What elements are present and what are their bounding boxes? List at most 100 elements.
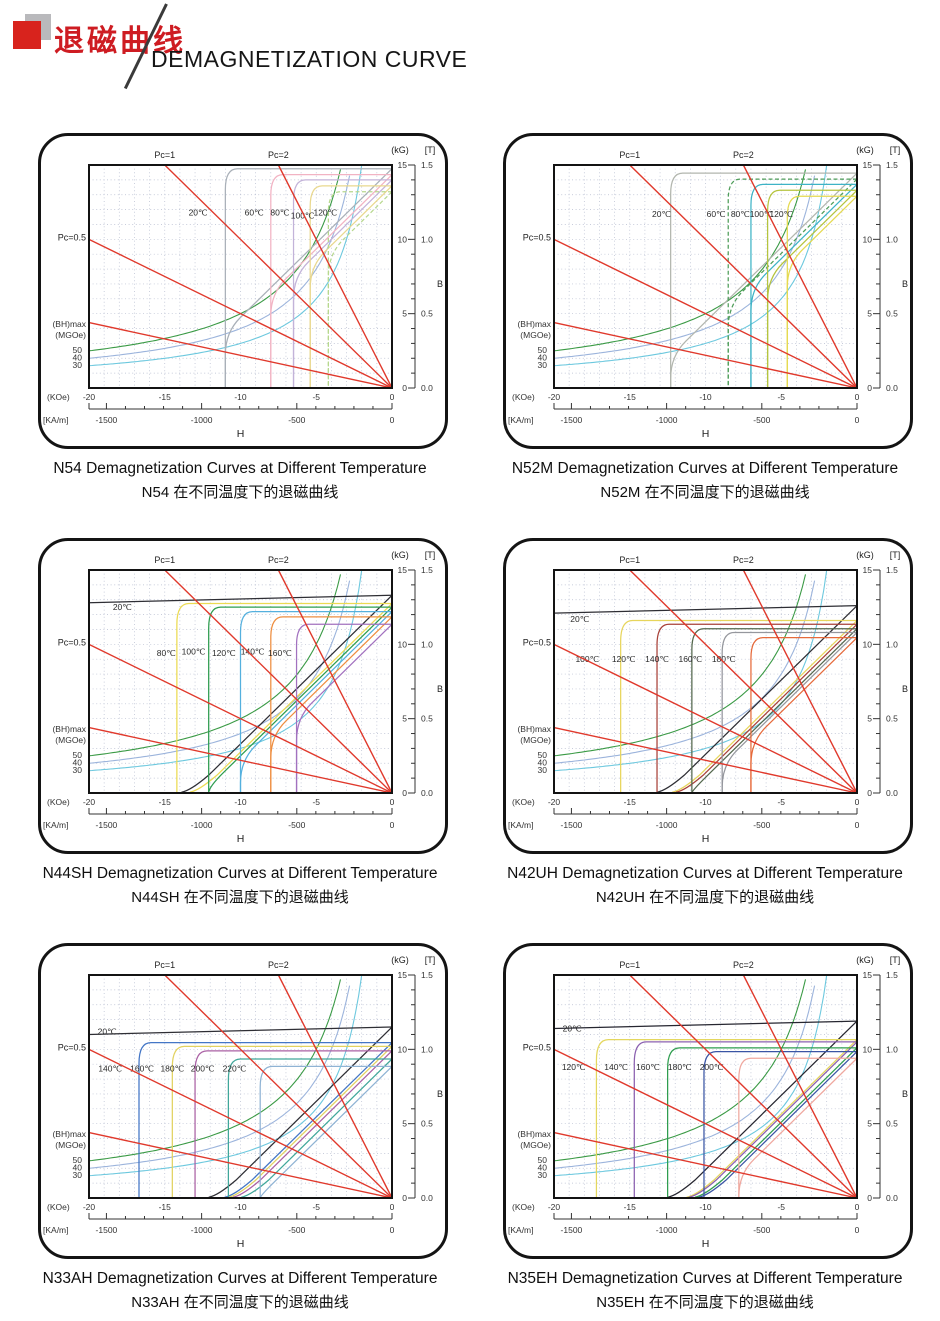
svg-text:Pc=1: Pc=1	[154, 555, 175, 565]
svg-text:[KA/m]: [KA/m]	[508, 820, 534, 830]
svg-text:0: 0	[855, 820, 860, 830]
svg-text:-500: -500	[288, 820, 305, 830]
svg-text:5: 5	[402, 714, 407, 724]
svg-text:-10: -10	[234, 392, 247, 402]
chart-panel-n35eh: 20℃ 120℃ 140℃ 160℃ 180℃ 200℃ Pc=1 Pc=2 Pc=0.5 (BH…	[503, 943, 913, 1259]
logo-mark	[13, 21, 41, 49]
svg-text:60℃: 60℃	[707, 209, 726, 219]
svg-text:30: 30	[538, 1170, 548, 1180]
svg-text:(KOe): (KOe)	[47, 797, 70, 807]
svg-text:[KA/m]: [KA/m]	[43, 820, 69, 830]
svg-text:-5: -5	[777, 797, 785, 807]
svg-text:40: 40	[73, 353, 83, 363]
svg-text:180℃: 180℃	[160, 1064, 184, 1074]
svg-text:Pc=1: Pc=1	[619, 555, 640, 565]
svg-text:[T]: [T]	[890, 145, 901, 155]
caption-zh: N44SH 在不同温度下的退磁曲线	[131, 889, 349, 906]
svg-text:0: 0	[390, 797, 395, 807]
chart-panel-n33ah: 20℃ 140℃ 160℃ 180℃ 200℃ 220℃ Pc=1 Pc=2 Pc=0.5 (BH…	[38, 943, 448, 1259]
svg-text:-20: -20	[83, 1202, 96, 1212]
svg-text:-20: -20	[548, 797, 561, 807]
svg-text:100℃: 100℃	[750, 209, 774, 219]
chart-panel-n52m: 20℃ 60℃ 80℃ 100℃ 120℃ Pc=1 Pc=2 Pc=0.5 (BH)max (M…	[503, 133, 913, 449]
svg-text:0.5: 0.5	[421, 1119, 433, 1129]
svg-text:1.5: 1.5	[886, 970, 898, 980]
caption-en: N44SH Demagnetization Curves at Differen…	[42, 865, 438, 882]
svg-text:5: 5	[402, 309, 407, 319]
caption-en: N35EH Demagnetization Curves at Differen…	[507, 1270, 903, 1287]
svg-text:[KA/m]: [KA/m]	[43, 415, 69, 425]
svg-text:(MGOe): (MGOe)	[55, 735, 86, 745]
svg-text:0.0: 0.0	[421, 383, 433, 393]
svg-text:30: 30	[73, 765, 83, 775]
svg-text:(BH)max: (BH)max	[52, 724, 86, 734]
svg-text:-5: -5	[312, 1202, 320, 1212]
svg-text:1.5: 1.5	[421, 565, 433, 575]
svg-text:-1000: -1000	[656, 415, 678, 425]
svg-text:(MGOe): (MGOe)	[520, 330, 551, 340]
svg-text:H: H	[702, 428, 710, 440]
svg-text:-1500: -1500	[561, 820, 583, 830]
svg-text:B: B	[437, 684, 443, 694]
svg-text:[T]: [T]	[425, 550, 436, 560]
svg-text:(kG): (kG)	[856, 145, 874, 155]
svg-text:-500: -500	[288, 415, 305, 425]
svg-text:Pc=0.5: Pc=0.5	[523, 637, 551, 647]
svg-text:-1000: -1000	[191, 415, 213, 425]
svg-text:-5: -5	[777, 1202, 785, 1212]
svg-text:H: H	[702, 833, 710, 845]
svg-text:-15: -15	[159, 797, 172, 807]
svg-text:[T]: [T]	[425, 145, 436, 155]
svg-text:1.5: 1.5	[421, 970, 433, 980]
chart-panel-n44sh: 20℃ 80℃ 100℃ 120℃ 140℃ 160℃ Pc=1 Pc=2 Pc=0.5 (BH)…	[38, 538, 448, 854]
svg-text:-1000: -1000	[656, 820, 678, 830]
svg-text:-5: -5	[312, 392, 320, 402]
svg-text:-20: -20	[83, 392, 96, 402]
svg-text:120℃: 120℃	[769, 209, 793, 219]
svg-text:[T]: [T]	[890, 955, 901, 965]
svg-text:20℃: 20℃	[189, 208, 208, 218]
svg-text:0: 0	[855, 1202, 860, 1212]
svg-text:[KA/m]: [KA/m]	[43, 1225, 69, 1235]
svg-text:Pc=2: Pc=2	[733, 555, 754, 565]
svg-text:20℃: 20℃	[570, 614, 589, 624]
svg-text:0: 0	[402, 788, 407, 798]
svg-text:15: 15	[863, 565, 873, 575]
svg-text:-1000: -1000	[191, 1225, 213, 1235]
svg-text:1.5: 1.5	[421, 160, 433, 170]
svg-text:50: 50	[538, 1155, 548, 1165]
svg-text:Pc=0.5: Pc=0.5	[58, 232, 86, 242]
svg-text:0: 0	[855, 392, 860, 402]
svg-text:-15: -15	[624, 1202, 637, 1212]
page-title-en: DEMAGNETIZATION CURVE	[151, 46, 468, 72]
svg-text:30: 30	[73, 1170, 83, 1180]
svg-text:-10: -10	[234, 1202, 247, 1212]
svg-text:-500: -500	[753, 1225, 770, 1235]
svg-text:H: H	[237, 428, 245, 440]
svg-text:40: 40	[73, 758, 83, 768]
svg-text:0: 0	[402, 1193, 407, 1203]
svg-text:0.0: 0.0	[421, 788, 433, 798]
svg-text:B: B	[902, 1089, 908, 1099]
svg-text:[T]: [T]	[890, 550, 901, 560]
svg-text:120℃: 120℃	[562, 1062, 586, 1072]
caption-en: N52M Demagnetization Curves at Different…	[511, 460, 899, 477]
caption-zh: N42UH 在不同温度下的退磁曲线	[595, 889, 815, 906]
demagnetization-chart-n44sh: 20℃ 80℃ 100℃ 120℃ 140℃ 160℃ Pc=1 Pc=2 Pc=0.5 (BH)…	[43, 550, 443, 845]
svg-text:(BH)max: (BH)max	[517, 319, 551, 329]
svg-text:B: B	[437, 279, 443, 289]
svg-text:50: 50	[73, 1155, 83, 1165]
caption-zh: N54 在不同温度下的退磁曲线	[141, 484, 339, 501]
svg-text:-10: -10	[699, 1202, 712, 1212]
svg-text:1.0: 1.0	[886, 1044, 898, 1054]
svg-text:H: H	[237, 1238, 245, 1250]
svg-text:-1000: -1000	[656, 1225, 678, 1235]
svg-text:0.5: 0.5	[421, 714, 433, 724]
svg-text:-1500: -1500	[96, 1225, 118, 1235]
svg-text:B: B	[437, 1089, 443, 1099]
svg-text:40: 40	[538, 1163, 548, 1173]
svg-text:15: 15	[398, 565, 408, 575]
svg-text:-5: -5	[777, 392, 785, 402]
svg-text:30: 30	[538, 360, 548, 370]
svg-text:200℃: 200℃	[191, 1064, 215, 1074]
